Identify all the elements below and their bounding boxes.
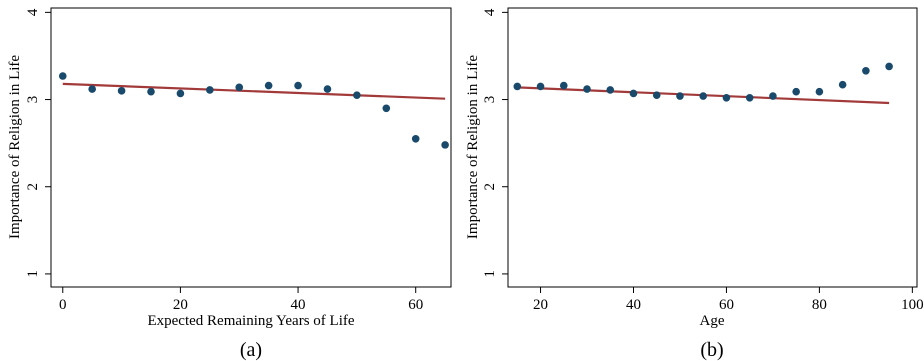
panel-b: 1 2 3 4 20 40 60 80 100 Age Importance of Relig… [465,7,924,361]
panel-a-fit-line-group [62,82,446,100]
panel-a-xtick-label-0: 0 [59,297,67,313]
panel-b-xtick-label-20: 20 [533,297,548,313]
panel-b-yticks: 1 2 3 4 [482,8,508,278]
panel-a-point-3 [147,87,155,96]
panel-a-point-2 [117,87,126,95]
panel-a-point-5 [206,86,214,94]
panel-b-point-6 [652,91,661,99]
panel-b-frame [507,7,918,288]
panel-a-points [58,72,449,149]
panel-a-point-10 [353,91,361,99]
panel-b-xtick-label-80: 80 [812,297,827,313]
panel-b-xtick-label-100: 100 [901,297,924,313]
panel-a-point-8 [294,81,302,90]
panel-b-point-14 [838,80,847,89]
panel-b-point-5 [629,89,638,98]
panel-a-y-axis-title: Importance of Religion in Life [7,55,23,239]
panel-a-point-11 [382,104,391,113]
panel-a-point-9 [323,85,332,93]
panel-b-point-10 [745,94,754,102]
panel-b-ytick-label-2: 2 [482,183,498,191]
panel-b-point-0 [513,82,522,91]
panel-b-point-12 [792,87,800,96]
panel-a-point-13 [441,141,449,149]
panel-a-point-1 [88,85,96,93]
panel-b-point-8 [699,92,708,100]
panel-a-label: (a) [240,339,262,361]
panel-a-fit-line [62,82,446,100]
panel-a-ytick-label-3: 3 [25,96,41,104]
panel-b-xticks: 20 40 60 80 100 [533,287,924,313]
panel-a-ytick-label-4: 4 [25,8,41,16]
panel-b-point-9 [722,94,731,102]
panel-b-point-11 [769,92,777,100]
panel-a-xticks: 0 20 40 60 [59,287,423,313]
panel-b-point-7 [676,92,684,100]
panel-b-point-13 [815,87,824,96]
panel-a-point-12 [411,134,420,143]
panel-b-label: (b) [700,339,723,361]
panel-b-point-4 [606,86,615,94]
panel-a-frame [50,7,452,288]
panel-a-x-axis-title: Expected Remaining Years of Life [147,313,354,329]
panel-a-xtick-label-40: 40 [291,297,306,313]
panel-b-y-axis-title: Importance of Religion in Life [465,55,481,239]
panel-a-yticks: 1 2 3 4 [25,8,51,278]
panel-b-ytick-label-4: 4 [482,8,498,16]
panel-b-point-16 [885,62,893,71]
panel-b-xtick-label-60: 60 [719,297,734,313]
panel-a-ytick-label-2: 2 [25,183,41,191]
panel-b-ytick-label-3: 3 [482,96,498,104]
panel-a-point-4 [176,89,185,98]
panel-b-xtick-label-40: 40 [626,297,641,313]
panel-a-point-6 [235,83,244,92]
panel-b-point-15 [862,66,870,75]
panel-a: 1 2 3 4 0 20 40 60 Expected Remaining Years of… [7,7,452,361]
panel-a-xtick-label-60: 60 [408,297,423,313]
panel-a-xtick-label-20: 20 [173,297,188,313]
panel-b-x-axis-title: Age [700,313,725,329]
panel-b-point-1 [536,82,545,91]
panel-b-point-3 [583,85,591,93]
panel-b-point-2 [559,81,568,90]
panel-b-points [513,62,893,102]
panel-b-ytick-label-1: 1 [482,270,498,278]
panel-a-point-0 [58,72,67,80]
panel-a-point-7 [264,81,273,90]
panel-a-ytick-label-1: 1 [25,270,41,278]
